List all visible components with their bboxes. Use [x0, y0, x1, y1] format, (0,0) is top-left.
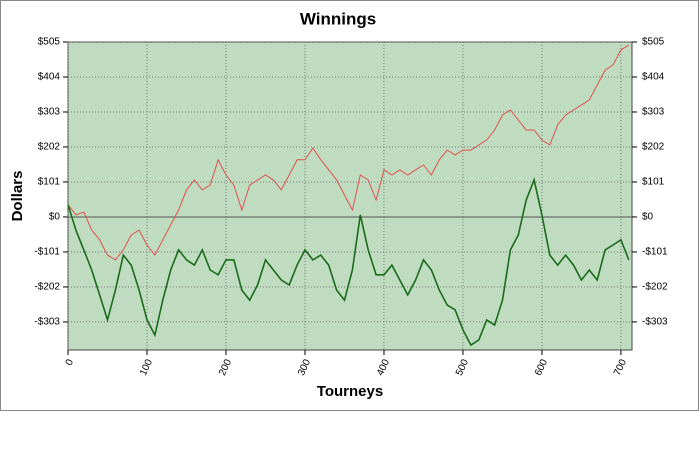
- series-line: [67, 177, 630, 347]
- y2-tick-label: $0: [642, 212, 654, 223]
- y-tick-label: $404: [38, 72, 61, 83]
- y-tick-label: $101: [38, 177, 61, 188]
- y2-tick-label: $303: [642, 107, 665, 118]
- y-tick-label: $0: [49, 212, 61, 223]
- y-axis-label: Dollars: [9, 171, 26, 222]
- x-axis-label: Tourneys: [317, 383, 383, 400]
- y2-tick-label: $202: [642, 142, 665, 153]
- y2-tick-label: $404: [642, 72, 665, 83]
- y2-tick-label: $505: [642, 37, 665, 48]
- y-tick-label: -$303: [34, 317, 60, 328]
- y2-tick-label: -$101: [642, 247, 668, 258]
- y-tick-label: $505: [38, 37, 61, 48]
- y2-tick-label: -$202: [642, 282, 668, 293]
- y-tick-label: $303: [38, 107, 61, 118]
- x-tick-label: 0: [64, 357, 77, 367]
- series-line: [67, 44, 630, 261]
- y-tick-label: $202: [38, 142, 61, 153]
- plot-area: [67, 41, 633, 351]
- chart-title: Winnings: [300, 9, 376, 28]
- y-tick-label: -$101: [34, 247, 60, 258]
- y-tick-label: -$202: [34, 282, 60, 293]
- y2-tick-label: $101: [642, 177, 665, 188]
- y2-tick-label: -$303: [642, 317, 668, 328]
